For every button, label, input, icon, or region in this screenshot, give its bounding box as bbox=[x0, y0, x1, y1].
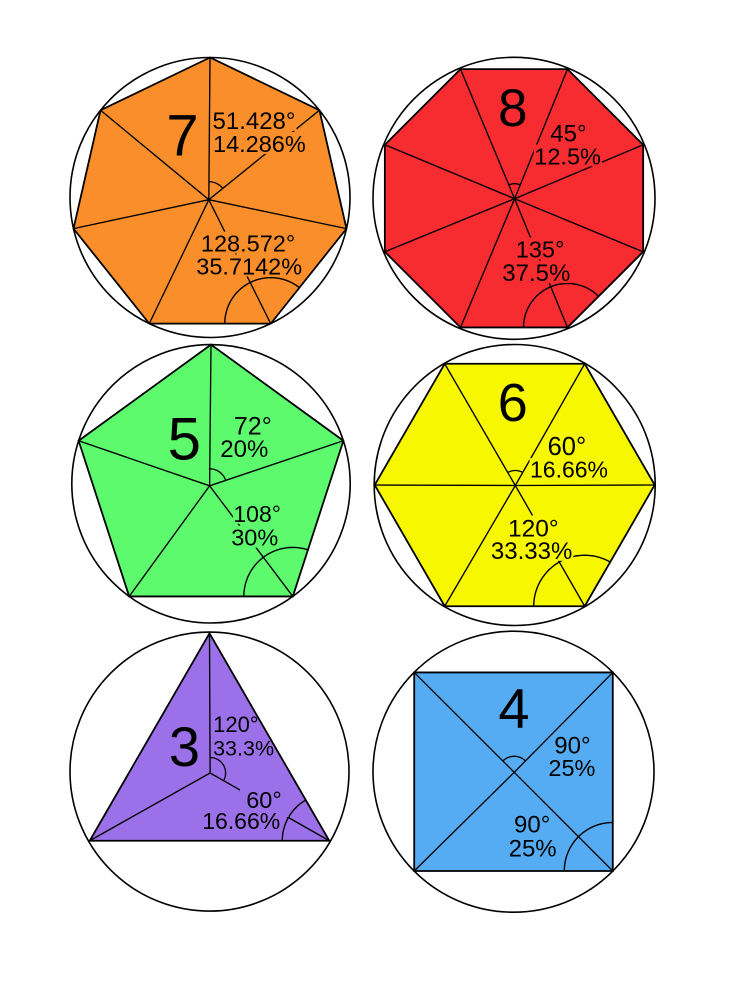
svg-text:7: 7 bbox=[166, 104, 198, 169]
svg-text:108°: 108° bbox=[233, 501, 281, 527]
svg-text:14.286%: 14.286% bbox=[213, 131, 306, 157]
svg-text:120°: 120° bbox=[508, 515, 559, 542]
svg-text:51.428°: 51.428° bbox=[213, 108, 296, 135]
svg-text:135°: 135° bbox=[516, 237, 565, 263]
svg-text:90°: 90° bbox=[554, 732, 590, 759]
svg-text:30%: 30% bbox=[231, 525, 278, 551]
svg-text:120°: 120° bbox=[213, 712, 259, 737]
svg-text:35.7142%: 35.7142% bbox=[196, 254, 302, 280]
svg-text:6: 6 bbox=[498, 373, 528, 433]
svg-text:4: 4 bbox=[498, 677, 529, 740]
svg-text:3: 3 bbox=[169, 715, 200, 778]
svg-text:128.572°: 128.572° bbox=[201, 231, 295, 257]
svg-text:60°: 60° bbox=[246, 787, 282, 813]
svg-text:90°: 90° bbox=[514, 811, 550, 838]
svg-text:12.5%: 12.5% bbox=[534, 144, 601, 170]
svg-text:25%: 25% bbox=[509, 836, 557, 863]
svg-text:33.3%: 33.3% bbox=[213, 737, 274, 761]
svg-text:5: 5 bbox=[168, 406, 201, 473]
svg-text:33.33%: 33.33% bbox=[491, 538, 572, 565]
svg-text:60°: 60° bbox=[548, 433, 587, 461]
svg-text:45°: 45° bbox=[550, 121, 586, 148]
svg-text:72°: 72° bbox=[234, 412, 272, 440]
svg-text:25%: 25% bbox=[548, 755, 595, 781]
svg-text:16.66%: 16.66% bbox=[202, 808, 280, 834]
svg-text:8: 8 bbox=[498, 79, 527, 138]
svg-text:16.66%: 16.66% bbox=[530, 457, 608, 483]
svg-text:20%: 20% bbox=[220, 436, 268, 463]
svg-text:37.5%: 37.5% bbox=[502, 260, 570, 287]
